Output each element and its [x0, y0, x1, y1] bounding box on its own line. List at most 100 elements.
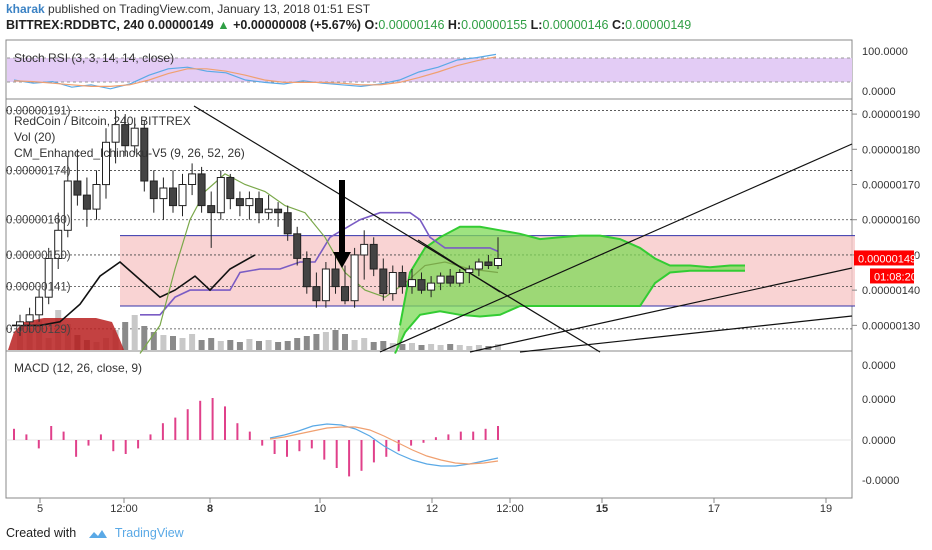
volume-bar [361, 338, 368, 350]
down-candle [82, 177, 91, 227]
volume-bar [380, 341, 387, 350]
macd-y-tick: 0.0000 [862, 360, 896, 372]
tenkan-line [139, 173, 499, 354]
senkou-span-b [394, 269, 745, 354]
volume-bar [189, 334, 196, 350]
up-candle [216, 170, 225, 220]
volume-bar [217, 341, 224, 350]
level-label: 0.00000160) [6, 215, 71, 227]
down-candle [140, 121, 149, 192]
close-value: 0.00000149 [625, 18, 692, 32]
footer: Created with TradingView [6, 526, 184, 540]
ichimoku-label: CM_Enhanced_Ichimoku-V5 (9, 26, 52, 26) [14, 146, 245, 160]
volume-bar [294, 338, 301, 350]
macd-y-tick: 0.0000 [862, 394, 896, 406]
volume-bar [246, 339, 253, 350]
candle-body [427, 282, 436, 291]
x-tick-label: 19 [820, 503, 832, 515]
trend-line-0 [193, 105, 601, 353]
close-label: C: [611, 18, 626, 32]
publish-text: published on TradingView.com, January 13… [48, 2, 371, 16]
stoch-rsi-panel: 100.0000 0.0000 [7, 46, 908, 98]
down-candle [73, 149, 82, 206]
candle-body [455, 272, 464, 284]
candle-body [111, 124, 120, 143]
up-candle [245, 191, 254, 220]
down-candle [331, 254, 340, 294]
level-label: 0.00000141) [6, 282, 71, 294]
candle-body [149, 180, 158, 200]
x-tick-label: 10 [314, 503, 326, 515]
down-candle [379, 258, 388, 301]
up-candle [63, 156, 72, 238]
candle-body [207, 205, 216, 214]
candle-body [226, 177, 235, 200]
macd-signal-line [269, 426, 499, 465]
down-candle [341, 265, 349, 305]
volume-bar [466, 346, 473, 350]
price-panel: 0.00000191) 0.00000174) 0.00000160) 0.00000… [6, 105, 920, 354]
volume-bar [409, 343, 415, 350]
up-candle [188, 163, 197, 196]
volume-bar [475, 345, 482, 350]
tradingview-brand[interactable]: TradingView [114, 526, 184, 540]
up-candle [54, 212, 63, 269]
candle-body [25, 314, 34, 323]
publish-line: kharak published on TradingView.com, Jan… [6, 2, 370, 16]
ichimoku-cloud [395, 226, 745, 354]
up-candle [465, 265, 474, 284]
level-label: 0.00000129) [6, 324, 71, 336]
candle-body [312, 286, 321, 302]
down-candle [302, 251, 311, 294]
y-tick-label: 0.00000170 [862, 180, 920, 192]
candle-body [140, 127, 149, 182]
level-label: 0.00000174) [6, 165, 71, 177]
up-candle [92, 170, 101, 220]
countdown-badge [870, 268, 914, 284]
candle-body [216, 177, 225, 214]
up-candle [111, 110, 120, 164]
volume-bar [495, 344, 501, 350]
last-price-badge-text: 0.00000149 [858, 254, 916, 266]
up-candle [455, 269, 464, 287]
up-candle [321, 262, 330, 308]
candle-body [121, 124, 130, 147]
volume-bar [122, 322, 129, 350]
volume-bar [322, 332, 329, 350]
up-candle [102, 128, 110, 199]
volume-bar [332, 330, 339, 350]
candle-body [63, 180, 72, 231]
candle-body [350, 254, 359, 302]
down-candle [283, 205, 292, 241]
stoch-rsi-label: Stoch RSI (3, 3, 14, 14, close) [14, 51, 174, 65]
axes: 5 12:00 8 10 12 12:00 15 17 19 [37, 498, 832, 515]
volume-bar [437, 345, 444, 350]
author-name[interactable]: kharak [6, 2, 45, 16]
volume-bar [447, 344, 454, 350]
candle-body [379, 268, 388, 295]
price-symbol-label: RedCoin / Bitcoin, 240, BITTREX [14, 114, 191, 128]
candle-body [16, 321, 24, 326]
chikou-line [12, 254, 256, 327]
x-tick-label: 8 [207, 503, 213, 515]
up-candle [159, 177, 168, 220]
candle-body [92, 184, 101, 210]
level-label: 0.00000150) [6, 250, 71, 262]
candle-body [245, 198, 254, 207]
down-candle [312, 272, 321, 308]
candle-body [494, 258, 502, 266]
y-tick-label: 0.00000190 [862, 109, 920, 121]
candle-body [169, 187, 177, 207]
y-tick-label: 0.00000160 [862, 215, 920, 227]
candle-body [178, 184, 187, 207]
x-tick-label: 17 [708, 503, 720, 515]
candle-body [35, 296, 44, 316]
candle-body [235, 198, 244, 207]
down-candle [169, 170, 177, 213]
down-candle [207, 191, 216, 248]
candle-body [484, 261, 493, 266]
volume-bar [227, 340, 234, 350]
macd-y-tick: 0.0000 [862, 435, 896, 447]
candle-body [331, 268, 340, 288]
volume-bar [150, 332, 157, 350]
